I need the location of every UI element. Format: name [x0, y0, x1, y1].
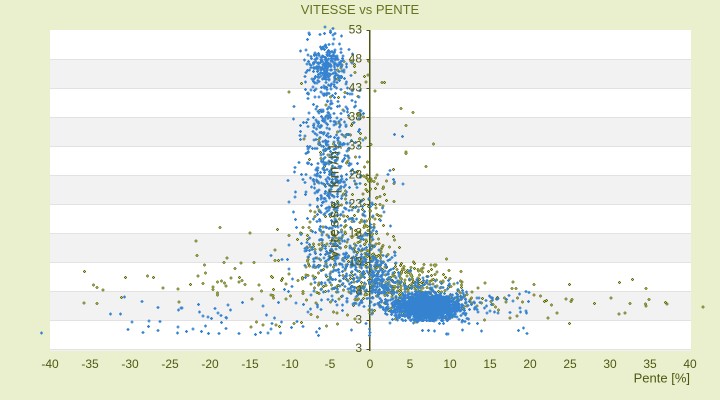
svg-text:-5: -5 [325, 357, 336, 371]
svg-text:28: 28 [349, 167, 363, 181]
svg-text:43: 43 [349, 80, 363, 94]
svg-text:Vitesse [km/h]: Vitesse [km/h] [326, 143, 342, 259]
svg-text:20: 20 [523, 357, 537, 371]
svg-text:38: 38 [349, 109, 363, 123]
svg-text:-30: -30 [121, 357, 139, 371]
svg-text:13: 13 [349, 254, 363, 268]
svg-text:53: 53 [349, 22, 363, 36]
svg-text:23: 23 [349, 196, 363, 210]
svg-text:18: 18 [349, 225, 363, 239]
svg-text:3: 3 [355, 341, 362, 355]
svg-text:33: 33 [349, 138, 363, 152]
svg-text:5: 5 [407, 357, 414, 371]
svg-text:3: 3 [355, 312, 362, 326]
svg-text:8: 8 [355, 283, 362, 297]
svg-text:10: 10 [443, 357, 457, 371]
svg-text:35: 35 [643, 357, 657, 371]
svg-text:-35: -35 [81, 357, 99, 371]
svg-text:0: 0 [367, 357, 374, 371]
svg-text:-15: -15 [241, 357, 259, 371]
svg-text:-10: -10 [281, 357, 299, 371]
svg-text:Pente [%]: Pente [%] [634, 371, 690, 386]
svg-text:40: 40 [683, 357, 697, 371]
svg-text:25: 25 [563, 357, 577, 371]
svg-text:48: 48 [349, 51, 363, 65]
svg-text:-25: -25 [161, 357, 179, 371]
svg-text:-40: -40 [41, 357, 59, 371]
svg-text:15: 15 [483, 357, 497, 371]
svg-text:-20: -20 [201, 357, 219, 371]
svg-text:30: 30 [603, 357, 617, 371]
svg-text:VITESSE vs PENTE: VITESSE vs PENTE [301, 2, 420, 17]
